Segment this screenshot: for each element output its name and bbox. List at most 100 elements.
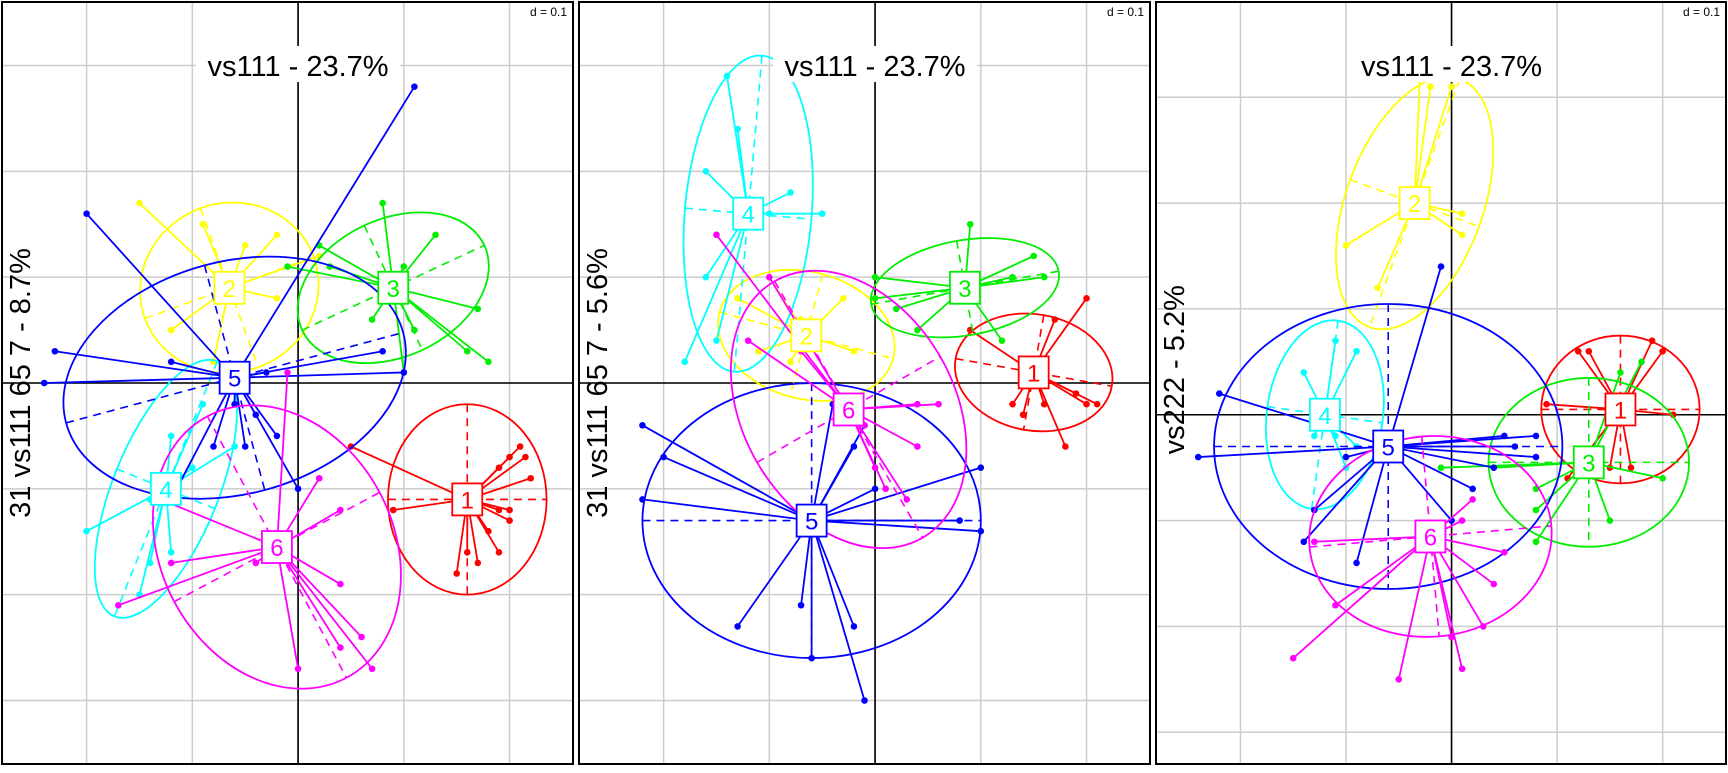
data-point-6 <box>1395 676 1403 683</box>
group-label-box-3 <box>377 270 410 305</box>
group-spoke-6 <box>276 546 299 669</box>
group-label-box-2 <box>213 270 246 305</box>
data-point-3 <box>966 220 974 228</box>
data-point-5 <box>1437 263 1445 270</box>
data-point-1 <box>453 570 460 577</box>
data-point-6 <box>115 601 122 609</box>
group-label-1: 1 <box>1614 397 1627 424</box>
data-point-5 <box>797 601 805 609</box>
data-point-4 <box>681 358 689 366</box>
group-spoke-1 <box>350 445 468 501</box>
group-spoke-5 <box>233 377 299 490</box>
scale-label-bg <box>523 3 571 19</box>
data-point-3 <box>1009 273 1016 281</box>
data-point-5 <box>210 443 217 450</box>
data-point-6 <box>337 506 344 514</box>
data-point-1 <box>527 474 535 482</box>
data-point-6 <box>935 400 942 408</box>
data-point-5 <box>1353 559 1360 567</box>
data-point-6 <box>252 559 260 567</box>
axis-ylabel: 31 vs111 65 7 - 8.7% <box>5 248 37 518</box>
data-point-6 <box>1469 496 1476 503</box>
data-point-2 <box>840 295 847 302</box>
panel-plot-area: 1 2 3 4 5 6 <box>579 2 1150 764</box>
group-axis-2 <box>1349 178 1480 228</box>
data-point-1 <box>1009 400 1016 408</box>
data-point-5 <box>1194 453 1202 461</box>
group-label-box-4 <box>149 471 182 506</box>
group-label-box-6 <box>832 392 865 427</box>
data-point-6 <box>914 443 921 450</box>
data-point-3 <box>998 337 1006 344</box>
group-spoke-2 <box>1413 76 1421 204</box>
data-point-2 <box>1458 210 1466 217</box>
group-label-1: 1 <box>1027 360 1040 387</box>
group-label-3: 3 <box>1582 450 1595 477</box>
data-point-1 <box>1062 443 1069 450</box>
data-point-4 <box>766 210 773 217</box>
group-ellipse-5 <box>62 255 407 500</box>
data-point-6 <box>1458 665 1466 673</box>
group-label-2: 2 <box>800 323 813 350</box>
data-point-5 <box>1501 432 1508 440</box>
data-point-1 <box>495 464 503 471</box>
group-label-box-3 <box>1572 445 1605 480</box>
data-point-5 <box>977 527 985 535</box>
data-point-3 <box>1532 538 1540 546</box>
panel-frame <box>1155 1 1727 765</box>
data-point-2 <box>241 242 249 249</box>
group-label-box-5 <box>1372 429 1405 464</box>
data-point-3 <box>1606 517 1614 524</box>
group-label-box-2 <box>790 318 823 353</box>
group-label-box-2 <box>1398 186 1431 220</box>
data-point-2 <box>1427 83 1434 90</box>
data-point-5 <box>850 443 858 450</box>
data-point-5 <box>252 411 260 419</box>
group-spoke-4 <box>715 213 750 341</box>
data-point-1 <box>506 517 513 524</box>
data-point-3 <box>432 231 439 239</box>
data-point-5 <box>1216 390 1223 397</box>
scale-label-bg <box>1676 3 1724 19</box>
group-label-2: 2 <box>1408 191 1421 218</box>
data-point-1 <box>516 443 524 450</box>
group-spoke-6 <box>1314 535 1431 543</box>
data-point-4 <box>1332 337 1339 344</box>
panel-2: 1 2 3 4 5 6 d = 0.1 vs111 - 23.7% 31 vs111 65 7 … <box>578 1 1151 765</box>
group-spoke-2 <box>1413 86 1453 204</box>
group-axis-4 <box>116 468 216 510</box>
group-spoke-2 <box>1413 86 1432 204</box>
data-point-3 <box>1617 369 1624 376</box>
scale-label: d = 0.1 <box>1683 5 1720 19</box>
panel-1: 1 2 3 4 5 6 d = 0.1 vs111 - 23.7% 31 vs111 65 7 … <box>1 1 574 765</box>
data-point-3 <box>368 316 376 323</box>
data-point-2 <box>273 231 281 239</box>
data-point-5 <box>263 369 270 376</box>
group-spoke-5 <box>736 520 813 627</box>
group-label-6: 6 <box>270 535 283 562</box>
group-spoke-5 <box>810 520 855 627</box>
data-point-1 <box>1083 295 1090 302</box>
group-label-box-1 <box>451 482 484 517</box>
panel-frame <box>1 1 574 765</box>
data-point-6 <box>1311 538 1318 546</box>
group-label-box-1 <box>1017 355 1050 390</box>
data-point-2 <box>850 347 858 355</box>
group-label-box-6 <box>1414 519 1447 554</box>
group-label-5: 5 <box>228 366 241 393</box>
data-point-1 <box>1574 347 1582 355</box>
data-point-3 <box>1040 273 1048 281</box>
data-point-1 <box>1585 347 1593 355</box>
group-spoke-3 <box>1440 461 1589 469</box>
group-4 <box>681 54 826 373</box>
data-point-6 <box>1332 601 1339 609</box>
data-point-2 <box>1458 231 1466 239</box>
data-point-6 <box>167 559 175 567</box>
group-spoke-5 <box>1355 446 1390 564</box>
data-point-5 <box>734 623 741 630</box>
group-label-6: 6 <box>1424 524 1437 551</box>
group-spoke-6 <box>1429 536 1463 669</box>
data-point-3 <box>485 358 492 366</box>
data-point-3 <box>871 273 879 281</box>
data-point-1 <box>1083 400 1090 408</box>
